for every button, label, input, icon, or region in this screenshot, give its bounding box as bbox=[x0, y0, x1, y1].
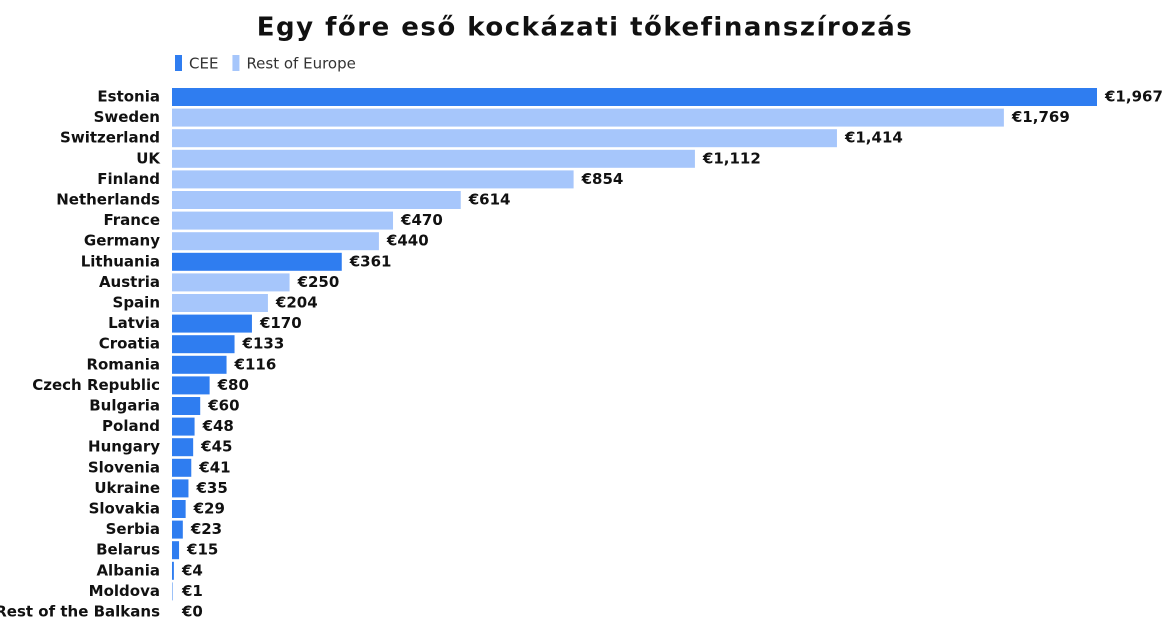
bar bbox=[172, 500, 186, 518]
category-label: Czech Republic bbox=[32, 376, 160, 394]
value-label: €614 bbox=[468, 191, 511, 209]
bar bbox=[172, 397, 200, 415]
value-label: €15 bbox=[186, 541, 218, 559]
category-label: Rest of the Balkans bbox=[0, 603, 160, 621]
value-label: €1,112 bbox=[702, 149, 761, 167]
value-label: €470 bbox=[400, 211, 443, 229]
category-label: Poland bbox=[102, 417, 160, 435]
bar bbox=[172, 212, 393, 230]
value-label: €854 bbox=[581, 170, 624, 188]
bar bbox=[172, 335, 235, 353]
category-label: Albania bbox=[96, 561, 160, 579]
value-label: €1 bbox=[181, 582, 203, 600]
value-label: €1,414 bbox=[844, 129, 903, 147]
bar bbox=[172, 88, 1097, 106]
category-label: France bbox=[103, 211, 160, 229]
legend-label: CEE bbox=[189, 55, 218, 73]
value-label: €4 bbox=[181, 561, 203, 579]
category-label: Croatia bbox=[99, 335, 160, 353]
category-label: Belarus bbox=[96, 541, 160, 559]
value-label: €23 bbox=[190, 520, 222, 538]
bar bbox=[172, 294, 268, 312]
bar bbox=[172, 109, 1004, 127]
bar bbox=[172, 129, 837, 147]
bar bbox=[172, 479, 188, 497]
value-label: €45 bbox=[200, 438, 232, 456]
value-label: €41 bbox=[198, 458, 230, 476]
legend-swatch bbox=[232, 55, 239, 71]
legend-label: Rest of Europe bbox=[246, 55, 355, 73]
value-label: €440 bbox=[386, 232, 429, 250]
value-label: €116 bbox=[234, 355, 277, 373]
category-label: Ukraine bbox=[94, 479, 160, 497]
bar bbox=[172, 253, 342, 271]
bar bbox=[172, 521, 183, 539]
bar bbox=[172, 315, 252, 333]
category-label: Spain bbox=[113, 294, 160, 312]
category-label: Lithuania bbox=[81, 252, 160, 270]
category-label: Serbia bbox=[106, 520, 160, 538]
category-label: Germany bbox=[84, 232, 160, 250]
bar bbox=[172, 150, 695, 168]
bar bbox=[172, 541, 179, 559]
bar bbox=[172, 562, 174, 580]
category-label: Slovakia bbox=[89, 500, 160, 518]
category-label: Sweden bbox=[94, 108, 160, 126]
category-label: Bulgaria bbox=[89, 397, 160, 415]
bar bbox=[172, 459, 191, 477]
value-label: €0 bbox=[181, 603, 203, 621]
value-label: €250 bbox=[297, 273, 340, 291]
chart-title: Egy főre eső kockázati tőkefinanszírozás bbox=[257, 13, 914, 43]
category-label: Slovenia bbox=[88, 458, 160, 476]
category-label: Latvia bbox=[108, 314, 160, 332]
value-label: €361 bbox=[349, 252, 392, 270]
category-label: Netherlands bbox=[56, 191, 160, 209]
bar bbox=[172, 376, 210, 394]
category-label: Moldova bbox=[89, 582, 160, 600]
category-label: Finland bbox=[97, 170, 160, 188]
category-label: Switzerland bbox=[60, 129, 160, 147]
category-label: UK bbox=[136, 149, 161, 167]
category-label: Austria bbox=[99, 273, 160, 291]
bar bbox=[172, 356, 227, 374]
value-label: €1,967 bbox=[1104, 88, 1163, 106]
category-label: Estonia bbox=[97, 88, 160, 106]
legend-swatch bbox=[175, 55, 182, 71]
value-label: €60 bbox=[207, 397, 239, 415]
value-label: €204 bbox=[275, 294, 318, 312]
bar bbox=[172, 438, 193, 456]
bar bbox=[172, 191, 461, 209]
value-label: €48 bbox=[202, 417, 234, 435]
value-label: €35 bbox=[195, 479, 227, 497]
bar bbox=[172, 232, 379, 250]
category-label: Romania bbox=[86, 355, 160, 373]
bar bbox=[172, 418, 195, 436]
bar bbox=[172, 170, 574, 188]
bar bbox=[172, 273, 290, 291]
value-label: €170 bbox=[259, 314, 302, 332]
value-label: €80 bbox=[217, 376, 249, 394]
value-label: €1,769 bbox=[1011, 108, 1070, 126]
value-label: €133 bbox=[242, 335, 285, 353]
value-label: €29 bbox=[193, 500, 225, 518]
category-label: Hungary bbox=[88, 438, 160, 456]
